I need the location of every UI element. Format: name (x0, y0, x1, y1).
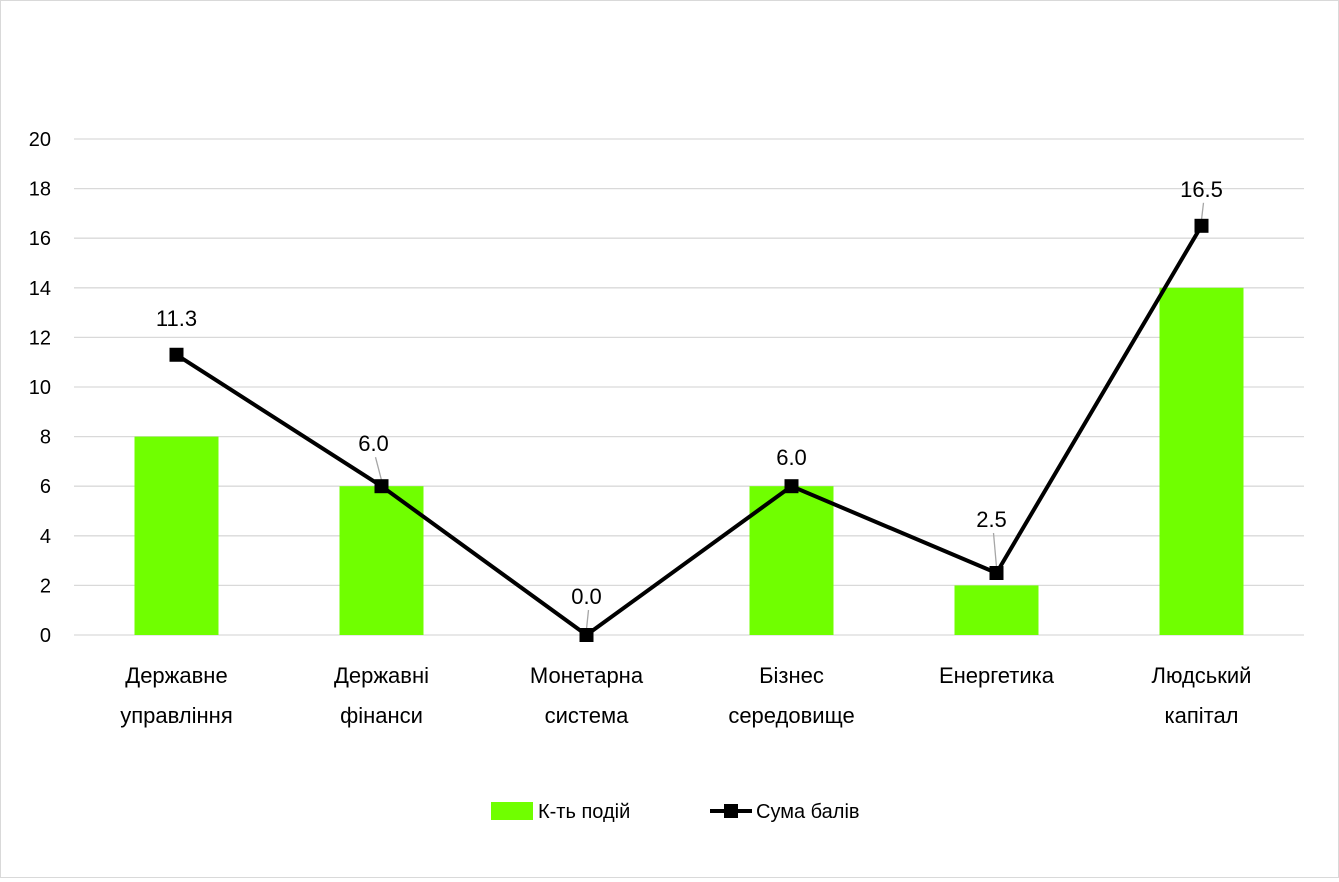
data-label: 16.5 (1180, 177, 1223, 202)
legend-line-marker (724, 804, 738, 818)
bar (134, 436, 219, 635)
y-tick-label: 20 (29, 129, 51, 151)
data-label: 6.0 (358, 431, 389, 456)
legend-label-events: К-ть подій (538, 801, 630, 823)
line-marker (784, 479, 799, 494)
legend-label-score: Сума балів (756, 801, 860, 823)
data-label: 2.5 (976, 507, 1007, 532)
bar (954, 585, 1039, 635)
x-category-label: Бізнес (759, 663, 824, 688)
data-label: 11.3 (156, 306, 197, 331)
x-category-label: Монетарна (530, 663, 644, 688)
line-marker (1194, 218, 1209, 233)
legend: К-ть подій Сума балів (491, 801, 860, 823)
leader-line (374, 457, 383, 481)
legend-bar-swatch (491, 802, 533, 820)
line-marker (169, 347, 184, 362)
y-tick-label: 4 (40, 526, 51, 548)
leader-line (992, 532, 998, 568)
bar-series-events (134, 287, 1244, 635)
x-category-label: Людський (1152, 663, 1252, 688)
y-tick-label: 0 (40, 625, 51, 647)
x-category-label: капітал (1164, 703, 1238, 728)
gridlines (74, 138, 1304, 636)
x-category-label: система (545, 703, 629, 728)
leader-line (585, 609, 590, 630)
data-label: 0.0 (571, 584, 602, 609)
x-axis-category-labels: Державне управління Державні фінанси Монетар… (120, 663, 1251, 728)
y-tick-label: 16 (29, 228, 51, 250)
bar (1159, 287, 1244, 635)
y-tick-label: 10 (29, 377, 51, 399)
y-axis-tick-labels: 0 2 4 6 8 10 12 14 16 18 20 (29, 129, 51, 647)
data-labels: 11.3 6.0 0.0 6.0 2.5 16.5 (156, 177, 1223, 609)
x-category-label: Енергетика (939, 663, 1055, 688)
y-tick-label: 18 (29, 179, 51, 201)
line-series-points (169, 218, 1209, 642)
x-category-label: фінанси (340, 703, 423, 728)
y-tick-label: 8 (40, 427, 51, 449)
line-marker (579, 628, 594, 642)
line-marker (374, 479, 389, 494)
x-category-label: Державне (125, 663, 227, 688)
bar (339, 486, 424, 635)
x-category-label: Державні (334, 663, 429, 688)
line-marker (989, 566, 1004, 580)
y-tick-label: 6 (40, 476, 51, 498)
bar (749, 486, 834, 635)
x-category-label: середовище (728, 703, 854, 728)
data-label-leader-lines (374, 202, 1205, 630)
leader-line (1200, 202, 1205, 220)
y-tick-label: 14 (29, 278, 51, 300)
y-tick-label: 12 (29, 327, 51, 349)
x-category-label: управління (120, 703, 233, 728)
data-label: 6.0 (776, 445, 807, 470)
y-tick-label: 2 (40, 575, 51, 597)
line-path (175, 224, 1204, 637)
